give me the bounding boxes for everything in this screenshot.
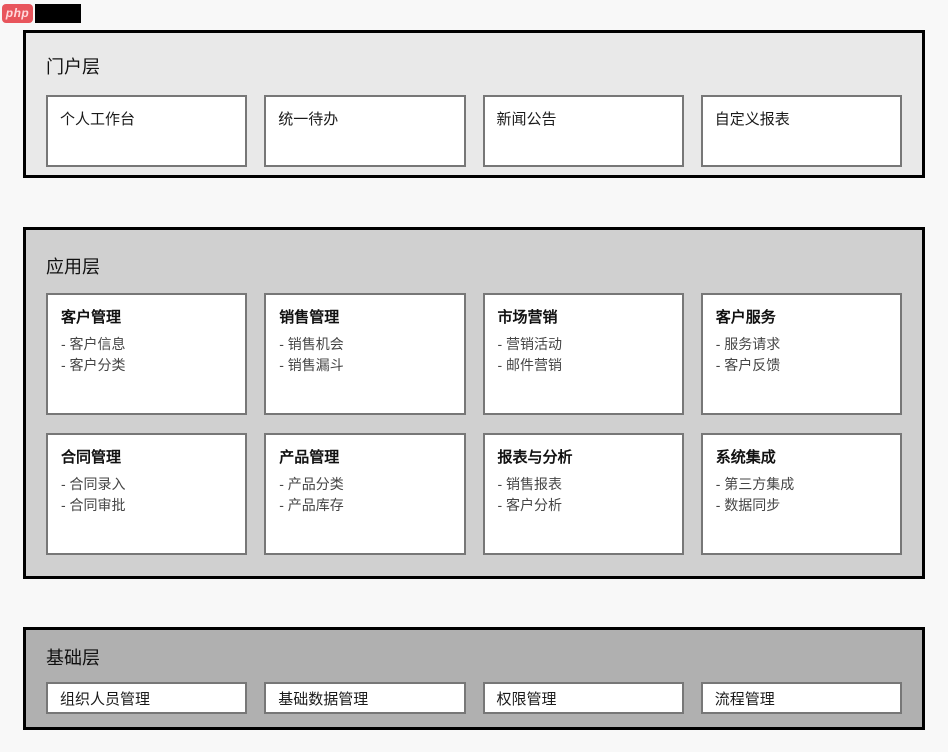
module-title: 销售管理 bbox=[279, 309, 340, 326]
module-item: - 客户分析 bbox=[497, 497, 563, 513]
module-item: - 营销活动 bbox=[497, 336, 563, 352]
module-item: - 合同审批 bbox=[61, 497, 126, 513]
module-box-system-integration: 系统集成 - 第三方集成 - 数据同步 bbox=[700, 433, 902, 555]
module-item: - 销售漏斗 bbox=[279, 357, 344, 373]
module-item: - 产品库存 bbox=[279, 497, 344, 513]
portal-layer-title: 门户层 bbox=[46, 57, 100, 77]
foundation-layer-title: 基础层 bbox=[46, 648, 100, 668]
application-layer-title: 应用层 bbox=[46, 257, 100, 277]
portal-box-news: 新闻公告 bbox=[482, 95, 684, 167]
module-item: - 数据同步 bbox=[715, 497, 781, 513]
foundation-box-org-personnel: 组织人员管理 bbox=[46, 682, 248, 714]
module-title: 产品管理 bbox=[279, 449, 340, 466]
module-title: 客户服务 bbox=[715, 309, 776, 326]
module-item: - 产品分类 bbox=[279, 476, 344, 492]
module-box-contract-mgmt: 合同管理 - 合同录入 - 合同审批 bbox=[46, 433, 248, 555]
module-box-customer-service: 客户服务 - 服务请求 - 客户反馈 bbox=[700, 293, 902, 415]
module-box-sales-mgmt: 销售管理 - 销售机会 - 销售漏斗 bbox=[264, 293, 466, 415]
module-box-customer-mgmt: 客户管理 - 客户信息 - 客户分类 bbox=[46, 293, 248, 415]
module-box-marketing: 市场营销 - 营销活动 - 邮件营销 bbox=[482, 293, 684, 415]
module-item: - 销售机会 bbox=[279, 336, 344, 352]
module-item: - 第三方集成 bbox=[715, 476, 795, 492]
foundation-box-base-data: 基础数据管理 bbox=[264, 682, 466, 714]
portal-box-row: 个人工作台 统一待办 新闻公告 自定义报表 bbox=[46, 95, 902, 167]
php-logo-badge[interactable]: php bbox=[2, 3, 33, 23]
portal-box-workbench: 个人工作台 bbox=[46, 95, 248, 167]
module-title: 客户管理 bbox=[61, 309, 122, 326]
foundation-layer-section: 基础层 组织人员管理 基础数据管理 权限管理 流程管理 bbox=[23, 627, 925, 730]
logo-black-box bbox=[35, 3, 81, 23]
module-item: - 服务请求 bbox=[715, 336, 781, 352]
application-box-row-1: 客户管理 - 客户信息 - 客户分类 销售管理 - 销售机会 - 销售漏斗 市场… bbox=[46, 293, 902, 415]
module-item: - 销售报表 bbox=[497, 476, 563, 492]
foundation-box-row: 组织人员管理 基础数据管理 权限管理 流程管理 bbox=[46, 682, 902, 714]
module-item: - 客户分类 bbox=[61, 357, 126, 373]
module-title: 市场营销 bbox=[497, 309, 558, 326]
module-title: 系统集成 bbox=[715, 449, 776, 466]
module-item: - 客户反馈 bbox=[715, 357, 781, 373]
module-item: - 客户信息 bbox=[61, 336, 126, 352]
portal-box-todo: 统一待办 bbox=[264, 95, 466, 167]
module-title: 报表与分析 bbox=[497, 449, 573, 466]
application-layer-section: 应用层 客户管理 - 客户信息 - 客户分类 销售管理 - 销售机会 - 销售漏… bbox=[23, 227, 925, 579]
portal-box-custom-report: 自定义报表 bbox=[700, 95, 902, 167]
application-box-row-2: 合同管理 - 合同录入 - 合同审批 产品管理 - 产品分类 - 产品库存 报表… bbox=[46, 433, 902, 555]
module-item: - 邮件营销 bbox=[497, 357, 563, 373]
foundation-box-workflow: 流程管理 bbox=[700, 682, 902, 714]
module-box-reports-analysis: 报表与分析 - 销售报表 - 客户分析 bbox=[482, 433, 684, 555]
module-title: 合同管理 bbox=[61, 449, 122, 466]
foundation-box-permission: 权限管理 bbox=[482, 682, 684, 714]
portal-layer-section: 门户层 个人工作台 统一待办 新闻公告 自定义报表 bbox=[23, 30, 925, 178]
architecture-diagram: 门户层 个人工作台 统一待办 新闻公告 自定义报表 应用层 客户管理 - 客户信… bbox=[23, 30, 925, 730]
module-box-product-mgmt: 产品管理 - 产品分类 - 产品库存 bbox=[264, 433, 466, 555]
site-logo[interactable]: php bbox=[0, 0, 948, 24]
module-item: - 合同录入 bbox=[61, 476, 126, 492]
